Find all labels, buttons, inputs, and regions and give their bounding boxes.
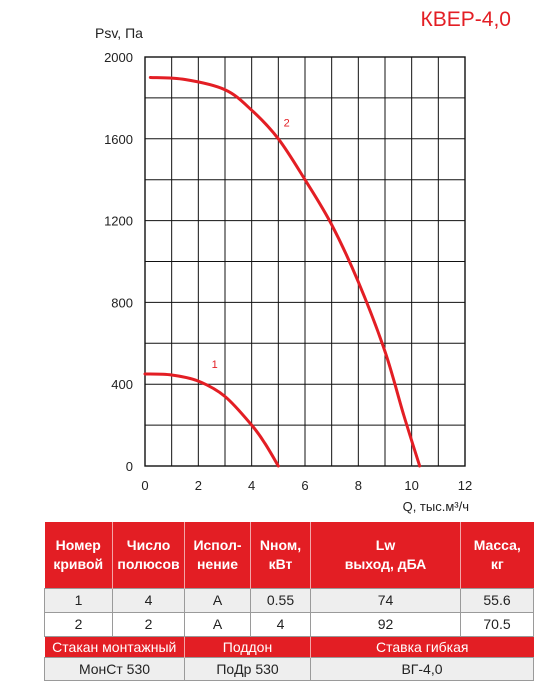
cell-execution: A — [184, 587, 251, 613]
x-tick-label: 2 — [195, 478, 202, 493]
accessory-value-tray: ПоДр 530 — [184, 656, 311, 681]
y-tick-label: 2000 — [104, 50, 133, 65]
curve-label-1: 1 — [212, 359, 218, 371]
specs-table: Номер кривой Число полюсов Испол-нение Nно… — [44, 522, 534, 681]
curve-label-2: 2 — [284, 118, 290, 130]
curve-1 — [143, 372, 280, 468]
x-tick-label: 12 — [458, 478, 472, 493]
cell-curve: 2 — [44, 611, 113, 637]
table-row: 2 2 A 4 92 70.5 — [44, 611, 534, 637]
header-mass: Масса, кг — [460, 522, 534, 588]
chart-grid — [144, 56, 466, 467]
cell-power: 0.55 — [250, 587, 311, 613]
accessory-header-mount: Стакан монтажный — [44, 636, 185, 657]
specs-header-row: Номер кривой Число полюсов Испол-нение Nно… — [44, 522, 534, 588]
header-sound: Lw выход, дБА — [310, 522, 461, 588]
cell-sound: 92 — [310, 611, 461, 637]
cell-mass: 70.5 — [460, 611, 534, 637]
x-tick-label: 4 — [248, 478, 255, 493]
header-power: Nном, кВт — [250, 522, 311, 588]
x-tick-label: 8 — [355, 478, 362, 493]
y-tick-label: 1600 — [104, 132, 133, 147]
chart-axes — [144, 56, 466, 467]
accessories-header-row: Стакан монтажный Поддон Ставка гибкая — [44, 636, 534, 657]
y-tick-label: 800 — [111, 295, 133, 310]
accessory-value-mount: МонСт 530 — [44, 656, 185, 681]
x-axis-label: Q, тыс.м³/ч — [403, 499, 469, 514]
plot-frame — [144, 56, 466, 467]
y-tick-label: 1200 — [104, 214, 133, 229]
header-execution: Испол-нение — [184, 522, 251, 588]
x-tick-label: 0 — [141, 478, 148, 493]
x-tick-label: 6 — [301, 478, 308, 493]
cell-sound: 74 — [310, 587, 461, 613]
accessory-value-insert: ВГ-4,0 — [310, 656, 534, 681]
cell-mass: 55.6 — [460, 587, 534, 613]
accessory-header-tray: Поддон — [184, 636, 311, 657]
y-axis-label: Psv, Па — [95, 25, 143, 41]
header-curve-number: Номер кривой — [44, 522, 113, 588]
cell-execution: A — [184, 611, 251, 637]
y-tick-label: 400 — [111, 377, 133, 392]
chart-series — [143, 75, 422, 468]
x-tick-label: 10 — [404, 478, 418, 493]
accessories-values-row: МонСт 530 ПоДр 530 ВГ-4,0 — [44, 656, 534, 681]
y-tick-label: 0 — [126, 459, 133, 474]
curve-2 — [148, 75, 422, 468]
cell-poles: 2 — [112, 611, 185, 637]
accessory-header-insert: Ставка гибкая — [310, 636, 534, 657]
cell-curve: 1 — [44, 587, 113, 613]
header-poles: Число полюсов — [112, 522, 185, 588]
cell-power: 4 — [250, 611, 311, 637]
table-row: 1 4 A 0.55 74 55.6 — [44, 587, 534, 613]
cell-poles: 4 — [112, 587, 185, 613]
model-title: КВЕР-4,0 — [420, 8, 511, 31]
